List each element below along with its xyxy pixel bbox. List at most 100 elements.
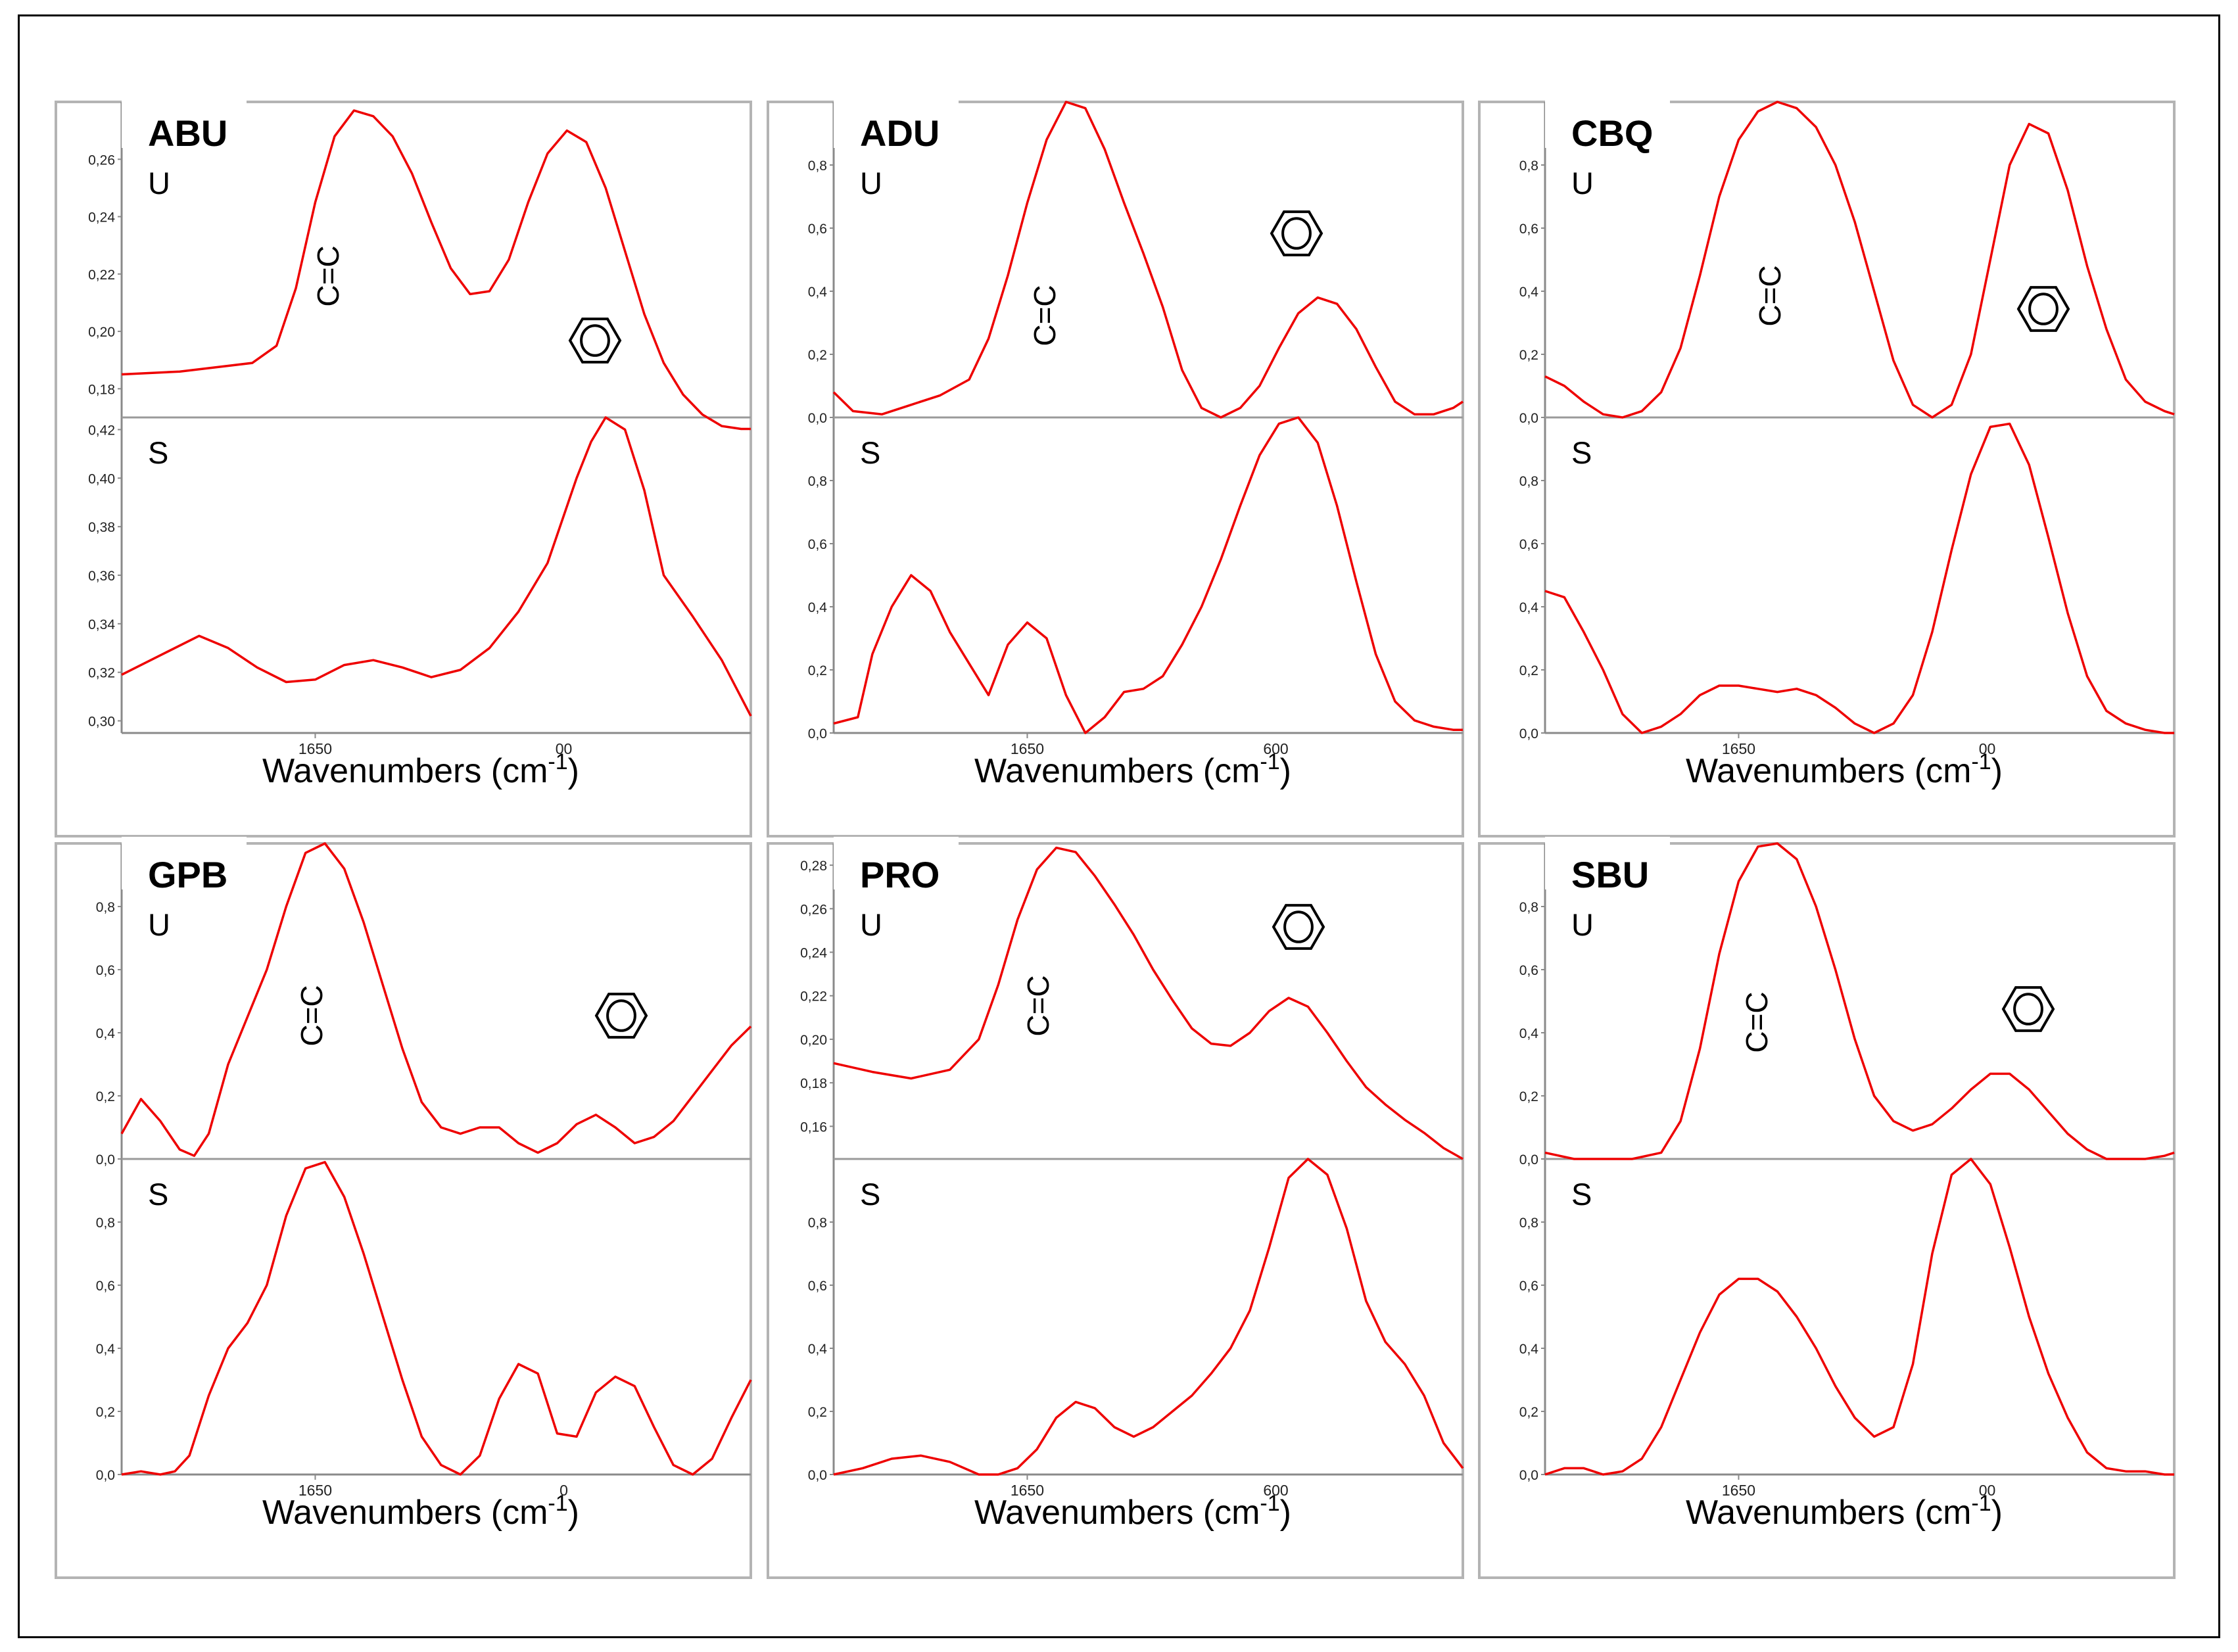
panel-abu: 0,180,200,220,240,26U0,300,320,340,360,3… <box>55 95 752 838</box>
panel-frame <box>767 101 1464 838</box>
x-tick-label: 00 <box>1979 1482 1996 1499</box>
y-tick-label: 0,2 <box>808 348 827 363</box>
y-tick-label: 0,4 <box>808 1342 828 1357</box>
y-tick-label: 0,42 <box>88 423 115 438</box>
subplot-u: 0,18 0,20 0,22 0,24 0,26 U <box>88 109 751 431</box>
title-bg <box>1545 837 1670 889</box>
subplot-label: U <box>1571 166 1594 201</box>
panel-pro: 0,160,180,200,220,240,260,28U0,00,20,40,… <box>767 837 1464 1579</box>
subplot-u: 0,0 0,2 0,4 0,6 0,8 U <box>808 101 1464 426</box>
y-tick-label: 0,20 <box>88 325 115 340</box>
subplot-u: 0,0 0,2 0,4 0,6 0,8 U <box>96 842 752 1168</box>
benzene-ring-icon <box>2001 986 2055 1032</box>
y-tick-label: 0,6 <box>96 963 115 978</box>
y-tick-label: 0,34 <box>88 617 115 632</box>
subplot-u: 0,16 0,18 0,20 0,22 0,24 0,26 0,28 U <box>800 846 1464 1160</box>
y-tick-label: 0,18 <box>88 382 115 397</box>
subplot-s: 0,0 0,2 0,4 0,6 0,8 S <box>96 1161 752 1483</box>
y-tick-label: 0,0 <box>808 411 827 426</box>
x-axis-label: Wavenumbers (cm-1) <box>1686 1491 2003 1532</box>
x-tick-label: 1650 <box>298 1482 332 1499</box>
x-tick-label: 0 <box>560 1482 568 1499</box>
subplot-label: S <box>860 435 880 470</box>
y-tick-label: 0,20 <box>800 1033 827 1048</box>
y-tick-label: 0,6 <box>96 1279 115 1294</box>
y-tick-label: 0,0 <box>808 726 827 742</box>
x-axis-label: Wavenumbers (cm-1) <box>1686 749 2003 790</box>
y-tick-label: 0,6 <box>808 537 827 552</box>
y-tick-label: 0,2 <box>808 663 827 678</box>
y-tick-label: 0,6 <box>1519 222 1538 237</box>
spectrum-s-line <box>121 416 752 717</box>
panel-title: GPB <box>148 854 227 895</box>
x-tick-label: 1650 <box>1011 1482 1044 1499</box>
subplot-s: 0,30 0,32 0,34 0,36 0,38 0,40 0,42 S <box>88 416 752 730</box>
panel-frame <box>55 842 752 1579</box>
spectrum-s-line <box>833 416 1463 734</box>
subplot-s: 0,0 0,2 0,4 0,6 0,8 S <box>1519 422 2174 742</box>
subplot-u: 0,0 0,2 0,4 0,6 0,8 U <box>1519 101 2175 426</box>
y-tick-label: 0,4 <box>96 1026 116 1041</box>
spectrum-s-line <box>1544 422 2174 734</box>
y-tick-label: 0,32 <box>88 666 115 681</box>
y-tick-label: 0,24 <box>800 946 827 961</box>
y-tick-label: 0,4 <box>96 1342 116 1357</box>
spectrum-u-line <box>1544 842 2175 1160</box>
alkene-band-label: C=C <box>1021 975 1055 1036</box>
subplot-s: 0,0 0,2 0,4 0,6 0,8 S <box>1519 1158 2174 1483</box>
y-tick-label: 0,40 <box>88 471 115 486</box>
y-tick-label: 0,4 <box>808 285 828 300</box>
y-tick-label: 0,0 <box>1519 1152 1538 1168</box>
title-bg <box>122 95 247 148</box>
panel-adu: 0,0 0,2 0,4 0,6 0,8 U 0,0 0,2 0,4 0,6 0,8 S ADU 1650 6… <box>767 95 1464 838</box>
y-tick-label: 0,2 <box>1519 1405 1538 1420</box>
y-tick-label: 0,36 <box>88 569 115 584</box>
y-tick-label: 0,6 <box>1519 537 1538 552</box>
panel-frame <box>55 101 752 838</box>
x-tick-label: 600 <box>1263 740 1288 757</box>
subplot-label: U <box>148 907 170 942</box>
y-tick-label: 0,2 <box>1519 1089 1538 1104</box>
y-tick-label: 0,2 <box>96 1089 115 1104</box>
figure-frame <box>18 14 2220 1638</box>
spectrum-s-line <box>1544 1158 2174 1476</box>
y-tick-label: 0,4 <box>1519 1026 1539 1041</box>
x-axis-label: Wavenumbers (cm-1) <box>262 1491 579 1532</box>
y-tick-label: 0,8 <box>96 1215 115 1231</box>
y-tick-label: 0,0 <box>1519 726 1538 742</box>
y-tick-label: 0,30 <box>88 715 115 730</box>
alkene-band-label: C=C <box>1753 265 1787 326</box>
spectrum-u-line <box>1544 101 2175 419</box>
panel-title: CBQ <box>1571 112 1653 154</box>
alkene-band-label: C=C <box>1740 991 1774 1052</box>
y-tick-label: 0,8 <box>96 900 115 915</box>
y-tick-label: 0,4 <box>1519 1342 1539 1357</box>
x-axis-label: Wavenumbers (cm-1) <box>974 749 1291 790</box>
x-axis-label: Wavenumbers (cm-1) <box>974 1491 1291 1532</box>
panel-frame <box>1478 101 2176 838</box>
y-tick-label: 0,2 <box>1519 348 1538 363</box>
y-tick-label: 0,22 <box>88 268 115 283</box>
y-tick-label: 0,18 <box>800 1076 827 1091</box>
y-tick-label: 0,2 <box>1519 663 1538 678</box>
x-axis-label: Wavenumbers (cm-1) <box>262 749 579 790</box>
y-tick-label: 0,4 <box>1519 600 1539 615</box>
y-tick-label: 0,8 <box>808 158 827 174</box>
spectrum-u-line <box>832 101 1464 419</box>
benzene-ring-icon <box>1270 210 1323 256</box>
y-tick-label: 0,0 <box>1519 1468 1538 1483</box>
y-tick-label: 0,8 <box>1519 158 1538 174</box>
subplot-label: U <box>1571 907 1594 942</box>
benzene-ring-icon <box>2016 286 2070 332</box>
benzene-ring-icon <box>568 318 622 364</box>
y-tick-label: 0,0 <box>96 1468 115 1483</box>
x-tick-label: 1650 <box>1722 740 1755 757</box>
y-tick-label: 0,38 <box>88 520 115 535</box>
subplot-label: S <box>148 435 168 470</box>
panel-title: SBU <box>1571 854 1649 895</box>
panel-frame <box>767 842 1464 1579</box>
